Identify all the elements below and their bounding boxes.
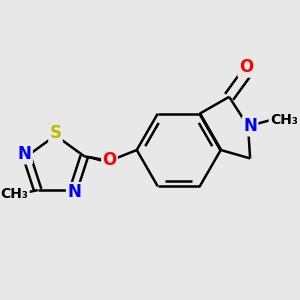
Text: O: O [239,58,253,76]
Text: CH₃: CH₃ [270,113,298,127]
Text: N: N [18,145,32,163]
Text: S: S [50,124,61,142]
Text: N: N [243,117,257,135]
Text: CH₃: CH₃ [1,187,28,201]
Text: O: O [102,152,117,169]
Text: N: N [67,183,81,201]
